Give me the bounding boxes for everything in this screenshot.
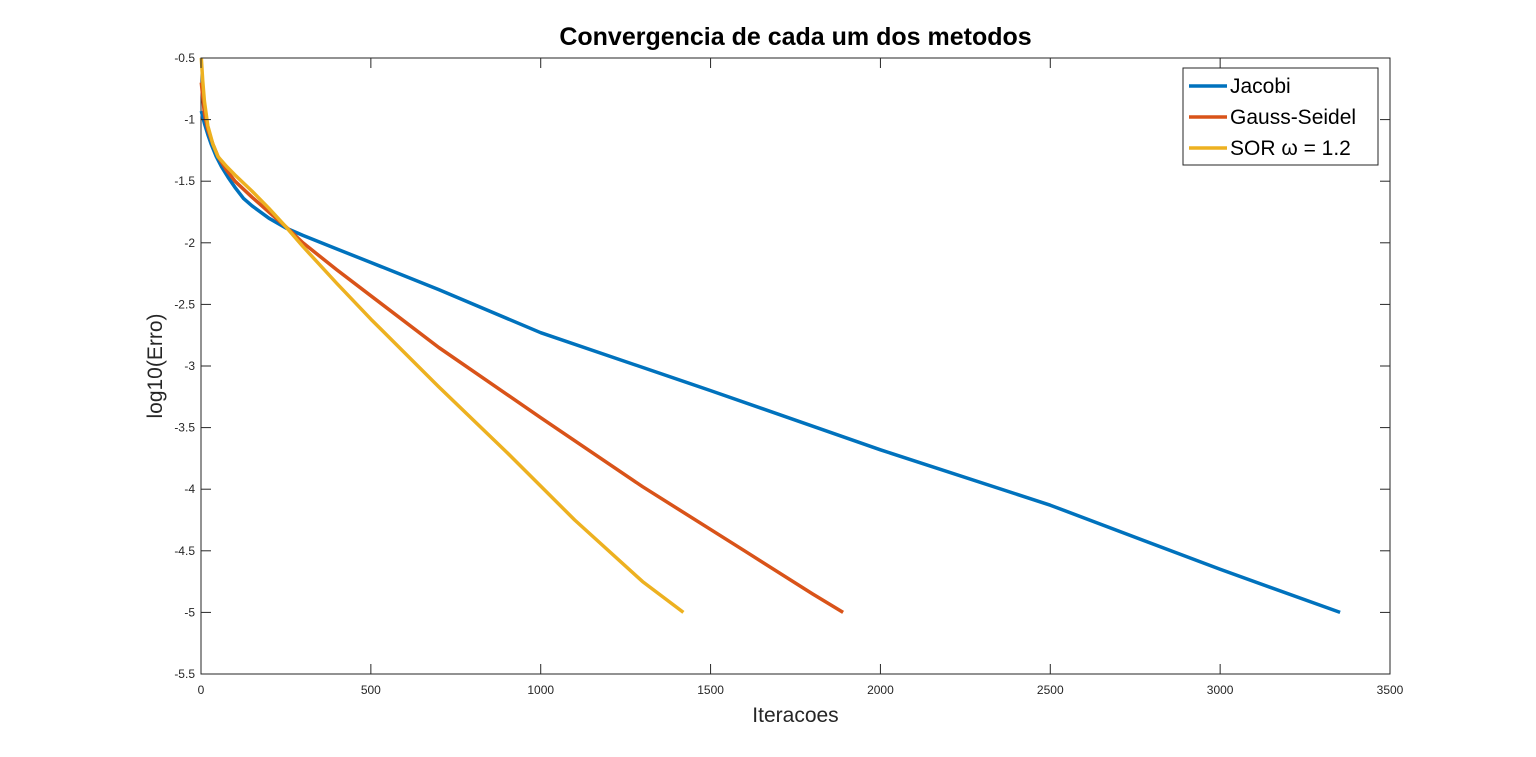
x-tick-label: 3500 [1377, 683, 1404, 697]
series-line-3 [199, 57, 685, 614]
x-tick-label: 500 [361, 683, 381, 697]
legend-entry: SOR ω = 1.2 [1230, 137, 1351, 160]
legend: Jacobi Gauss-Seidel SOR ω = 1.2 [1182, 67, 1379, 166]
y-tick-label: -1 [184, 113, 195, 127]
y-tick-label: -2 [184, 236, 195, 250]
x-tick-label: 1500 [697, 683, 724, 697]
x-tick-label: 2000 [867, 683, 894, 697]
y-tick-label: -3 [184, 359, 195, 373]
y-tick-label: -4.5 [174, 544, 195, 558]
x-tick-label: 0 [198, 683, 205, 697]
x-axis-label: Iteracoes [752, 704, 838, 727]
y-tick-label: -5.5 [174, 667, 195, 681]
x-tick-label: 1000 [527, 683, 554, 697]
y-axis-ticks: -0.5 -1 -1.5 -2 -2.5 -3 -3.5 -4 -4.5 -5 -5.5 [174, 51, 1390, 681]
x-tick-label: 3000 [1207, 683, 1234, 697]
legend-entry: Jacobi [1230, 75, 1291, 98]
y-tick-label: -2.5 [174, 297, 195, 311]
y-tick-label: -3.5 [174, 421, 195, 435]
chart-title: Convergencia de cada um dos metodos [559, 23, 1031, 51]
y-tick-label: -5 [184, 605, 195, 619]
x-axis-ticks: 0 500 1000 1500 2000 2500 3000 3500 [198, 58, 1404, 697]
y-tick-label: -0.5 [174, 51, 195, 65]
y-axis-label: log10(Erro) [144, 313, 167, 418]
legend-entry: Gauss-Seidel [1230, 106, 1356, 129]
series-layer [199, 57, 1341, 615]
y-tick-label: -1.5 [174, 174, 195, 188]
x-tick-label: 2500 [1037, 683, 1064, 697]
y-tick-label: -4 [184, 482, 195, 496]
